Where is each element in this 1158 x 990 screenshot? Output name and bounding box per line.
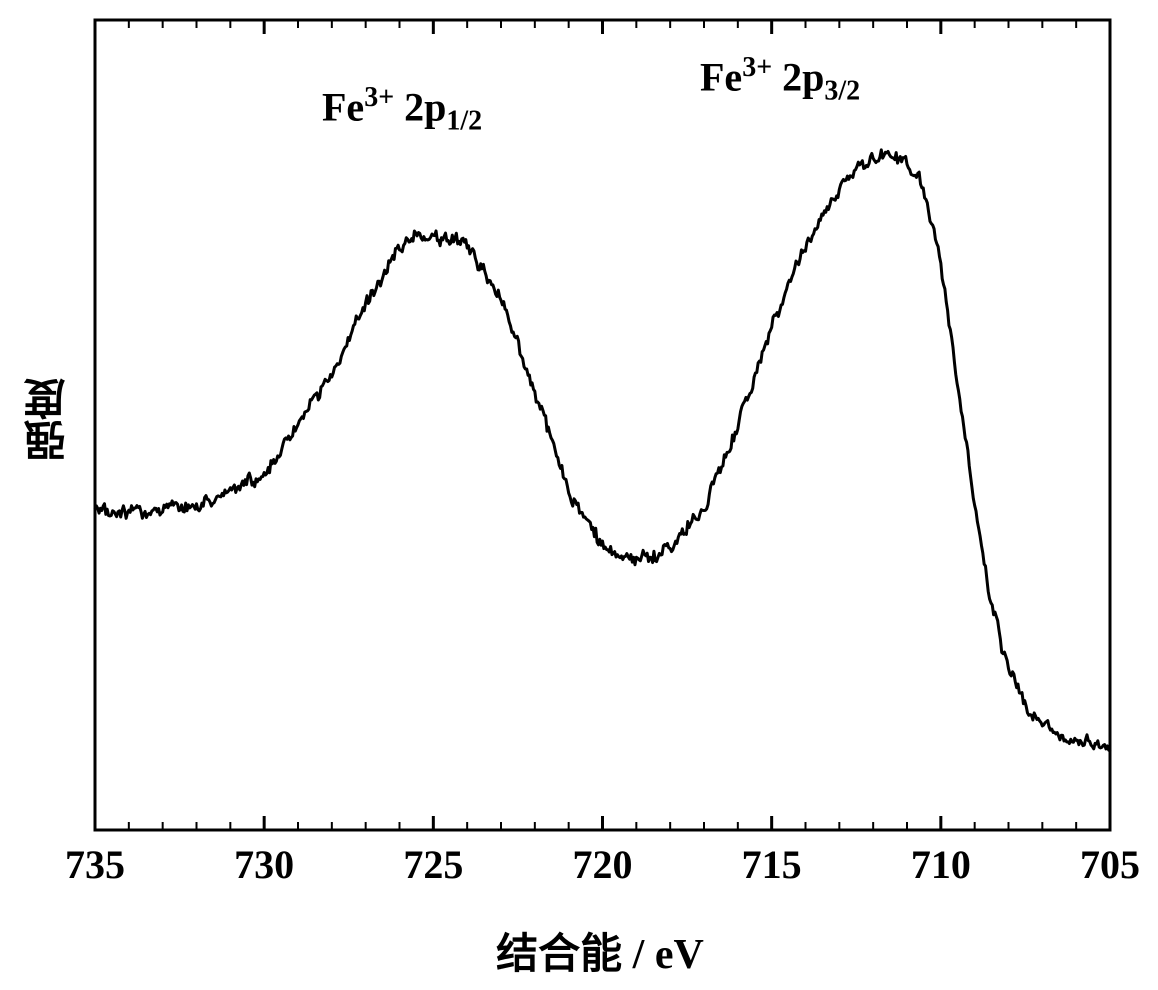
svg-text:710: 710 (911, 842, 971, 887)
svg-text:705: 705 (1080, 842, 1140, 887)
svg-text:720: 720 (573, 842, 633, 887)
peak-annotation-0: Fe3+ 2p1/2 (322, 82, 482, 137)
xps-chart: 735 730 725 720 715 710 705 强度 结合能 / eV Fe3+ 2… (0, 0, 1158, 990)
y-axis-label: 强度 (18, 360, 79, 480)
x-axis-label: 结合能 / eV (0, 920, 1158, 981)
peak-annotation-1: Fe3+ 2p3/2 (700, 52, 860, 107)
svg-text:730: 730 (234, 842, 294, 887)
chart-svg: 735 730 725 720 715 710 705 (0, 0, 1158, 990)
svg-text:725: 725 (403, 842, 463, 887)
svg-text:735: 735 (65, 842, 125, 887)
svg-text:715: 715 (742, 842, 802, 887)
